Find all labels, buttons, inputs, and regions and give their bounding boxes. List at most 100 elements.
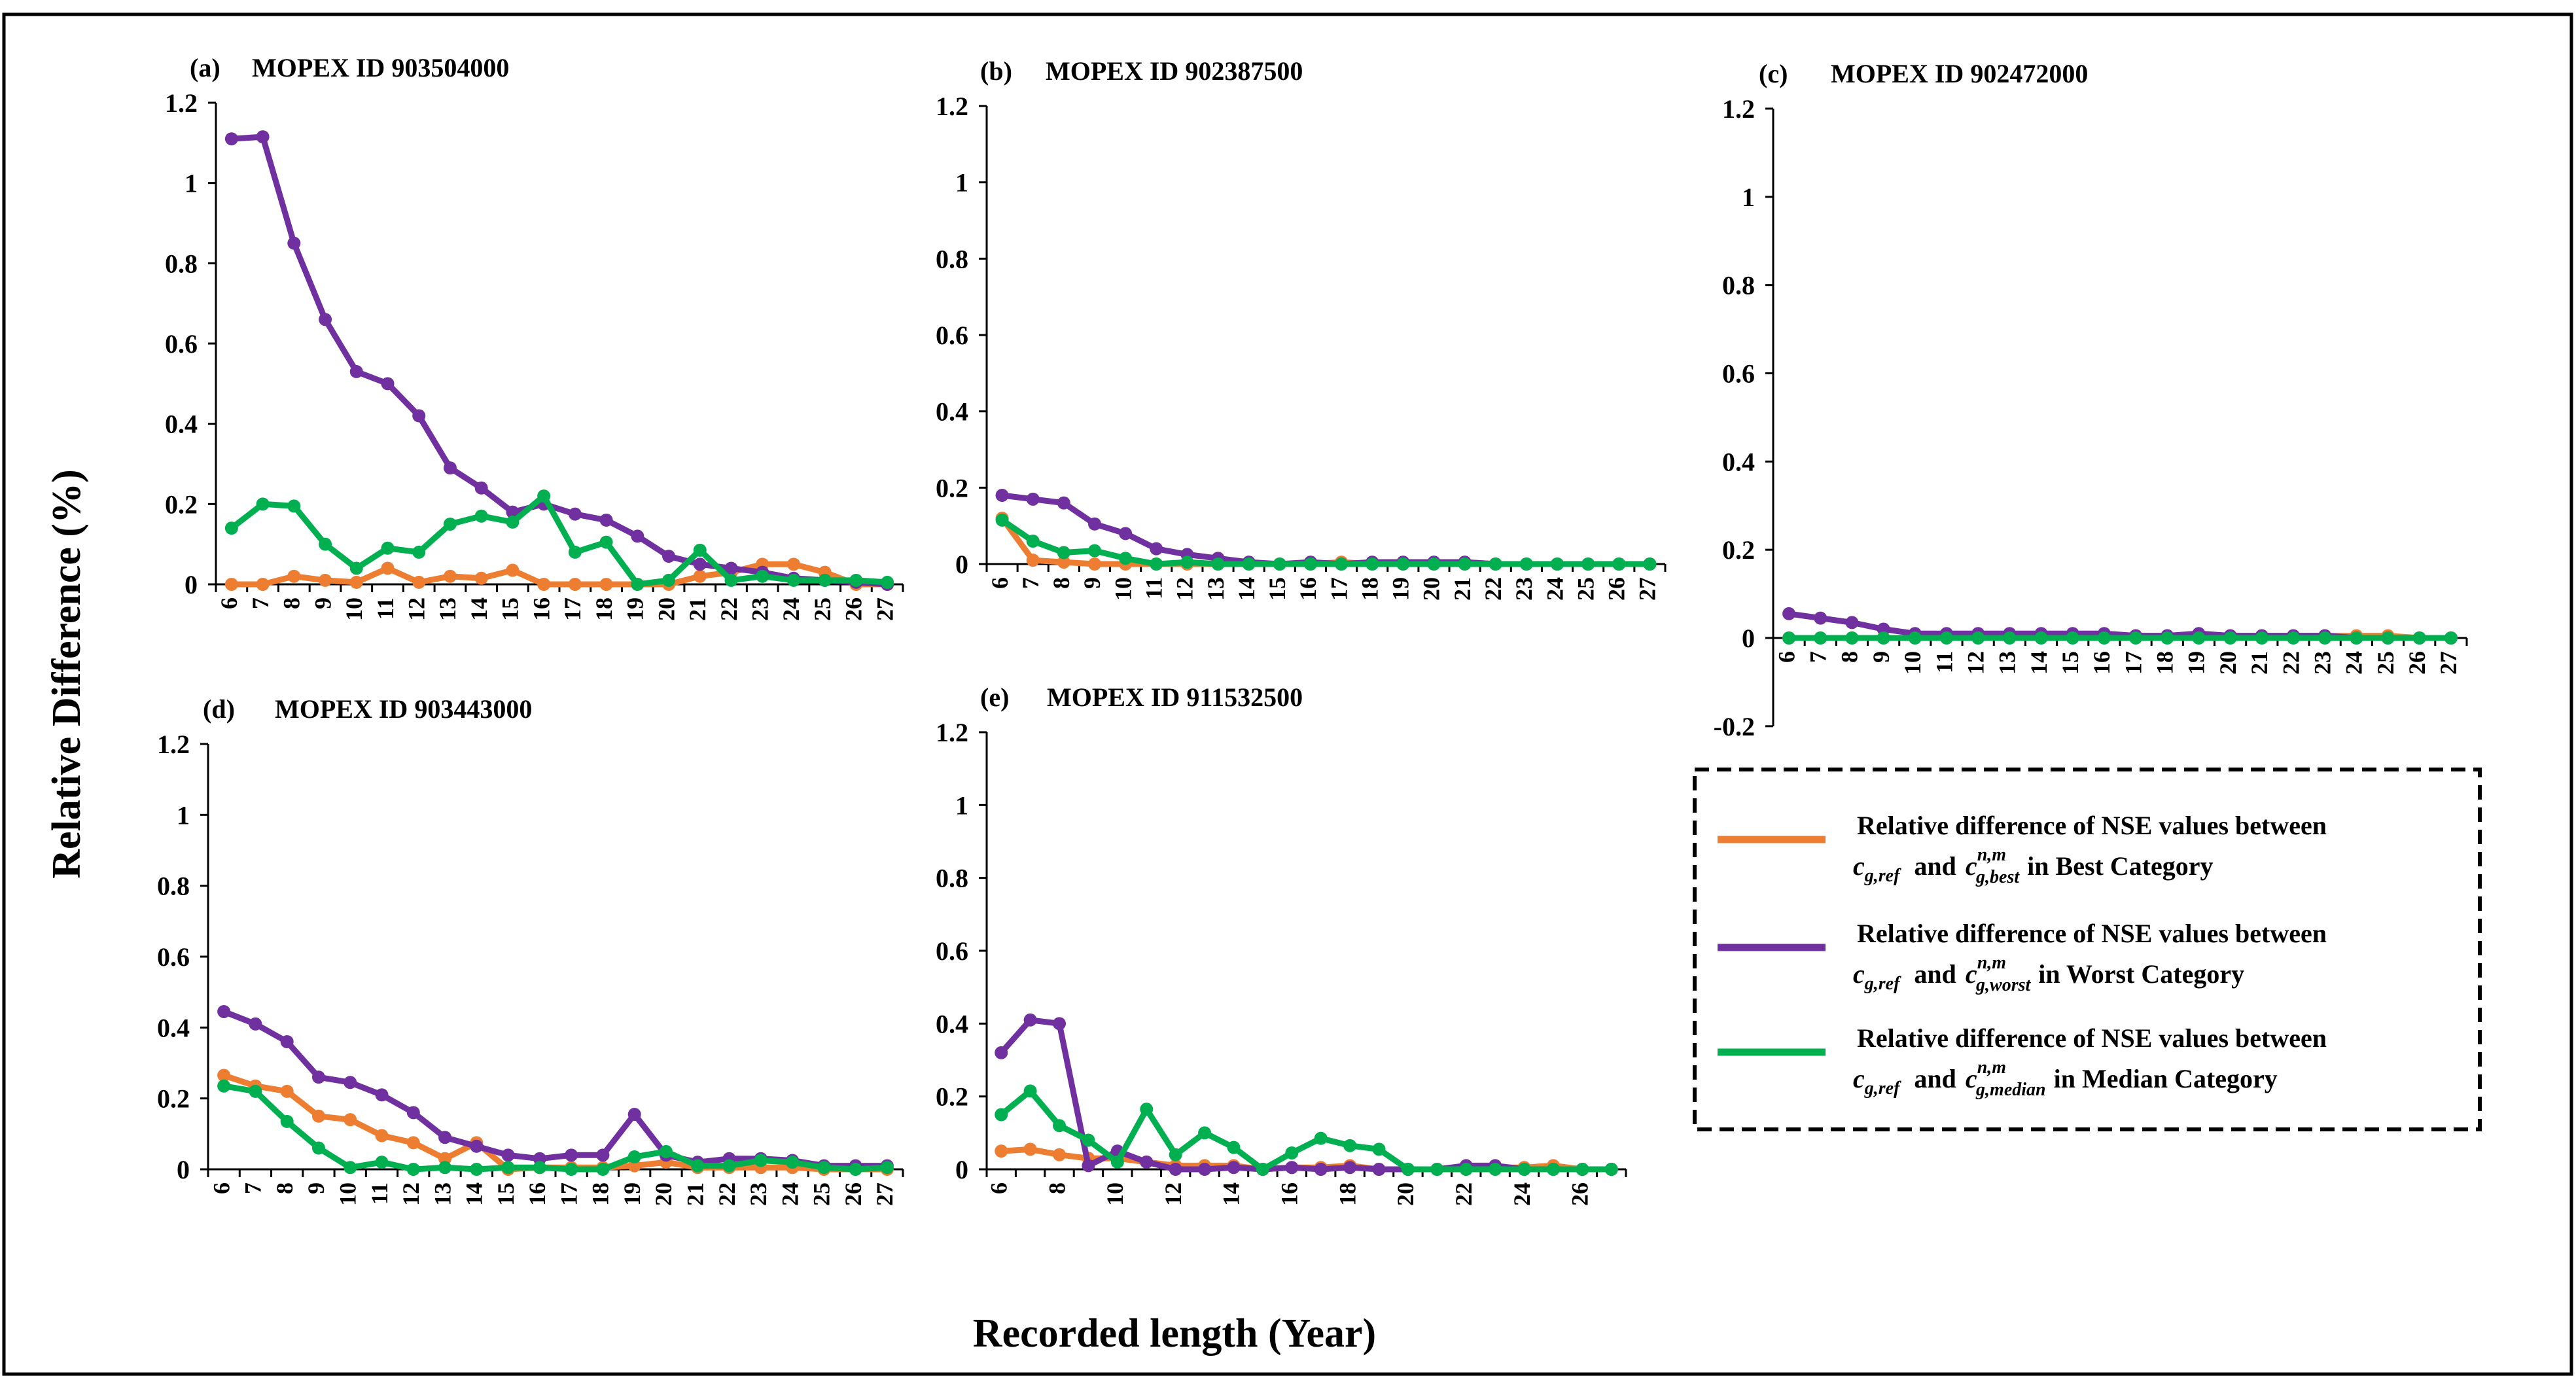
legend-and: and — [1914, 1064, 1956, 1093]
legend-cmp-symbol: c — [1966, 959, 1977, 989]
x-tick-label: 13 — [1994, 651, 2020, 675]
data-point-median — [1242, 557, 1256, 571]
x-tick-label: 18 — [1356, 577, 1383, 601]
data-point-best — [217, 1069, 231, 1082]
y-tick-label: 1 — [955, 790, 968, 820]
legend-cmp-subscript: g,median — [1975, 1080, 2046, 1100]
x-tick-label: 27 — [872, 1182, 898, 1206]
data-point-best — [381, 561, 395, 575]
data-point-worst — [1150, 542, 1163, 556]
data-point-median — [995, 1108, 1008, 1122]
x-tick-label: 12 — [1160, 1182, 1186, 1206]
panel-label: (a) — [190, 53, 221, 82]
data-point-worst — [375, 1088, 389, 1102]
x-tick-label: 26 — [840, 1182, 866, 1206]
data-point-median — [1285, 1146, 1299, 1159]
data-point-worst — [1372, 1163, 1386, 1176]
data-point-median — [1169, 1148, 1182, 1161]
x-tick-label: 6 — [987, 577, 1013, 589]
x-tick-label: 10 — [1102, 1182, 1128, 1206]
y-tick-label: 1.2 — [157, 730, 190, 759]
data-point-median — [849, 1163, 862, 1176]
x-tick-label: 23 — [745, 1182, 771, 1206]
x-tick-label: 21 — [684, 597, 711, 621]
y-tick-label: 0.4 — [157, 1013, 190, 1042]
series-line-median — [223, 1083, 888, 1173]
data-point-best — [474, 571, 488, 585]
data-point-median — [1110, 1155, 1124, 1169]
y-tick-label: 1.2 — [165, 88, 198, 118]
data-point-median — [786, 573, 800, 587]
x-tick-label: 25 — [1572, 577, 1598, 601]
x-tick-label: 24 — [1542, 577, 1568, 601]
data-point-median — [693, 543, 707, 557]
data-point-best — [224, 578, 238, 591]
x-tick-label: 26 — [2404, 651, 2430, 675]
y-tick-label: 0.6 — [1722, 359, 1755, 389]
x-tick-label: 14 — [1233, 577, 1260, 601]
x-tick-label: 17 — [556, 1182, 582, 1206]
x-tick-label: 10 — [1110, 577, 1136, 601]
y-tick-label: 0.8 — [165, 249, 198, 278]
y-tick-label: 0.4 — [936, 1009, 968, 1038]
x-tick-label: 21 — [682, 1182, 708, 1206]
series-line-median — [230, 493, 888, 588]
data-point-best — [375, 1129, 389, 1142]
data-point-median — [2129, 631, 2143, 645]
x-tick-label: 23 — [2309, 651, 2335, 675]
data-point-median — [599, 535, 613, 549]
data-point-median — [1023, 1084, 1037, 1098]
data-point-median — [2003, 631, 2017, 645]
chart-panel-4: (d) MOPEX ID 903443000 0 0.2 0.4 0.6 0.8 1 1.2 6 7… — [157, 694, 904, 1206]
data-point-worst — [381, 377, 395, 391]
y-tick-label: 0 — [185, 570, 198, 599]
legend-ref-subscript: g,ref — [1864, 1078, 1901, 1099]
data-point-median — [2066, 631, 2079, 645]
y-tick-label: 1 — [185, 169, 198, 198]
data-point-worst — [311, 1070, 325, 1084]
data-point-worst — [280, 1035, 294, 1048]
x-tick-label: 9 — [1868, 651, 1894, 663]
data-point-median — [2161, 631, 2174, 645]
x-tick-label: 7 — [240, 1182, 266, 1194]
data-point-median — [1604, 1163, 1618, 1176]
series-line-best — [231, 561, 888, 588]
data-point-median — [627, 1150, 641, 1164]
y-tick-label: 0.4 — [165, 410, 198, 439]
data-point-median — [2255, 631, 2268, 645]
data-point-worst — [1169, 1163, 1182, 1176]
x-tick-label: 12 — [403, 597, 429, 621]
x-tick-label: 11 — [366, 1182, 393, 1205]
x-tick-label: 6 — [1773, 651, 1799, 663]
data-point-best — [256, 578, 270, 591]
y-tick-label: 0.8 — [1722, 271, 1755, 300]
x-tick-label: 19 — [619, 1182, 645, 1206]
y-tick-label: 0.6 — [936, 936, 968, 966]
data-point-worst — [406, 1106, 420, 1120]
data-point-median — [533, 1161, 546, 1175]
x-tick-label: 19 — [1388, 577, 1414, 601]
x-tick-label: 8 — [1044, 1182, 1070, 1194]
y-tick-label: 0.6 — [165, 329, 198, 359]
data-point-median — [474, 509, 488, 523]
data-point-worst — [1140, 1155, 1154, 1169]
legend-and: and — [1914, 959, 1956, 989]
y-tick-label: 0.2 — [936, 1082, 968, 1112]
data-point-worst — [627, 1108, 641, 1122]
data-point-worst — [995, 1046, 1008, 1059]
data-point-median — [568, 545, 582, 559]
data-point-median — [1519, 557, 1533, 571]
y-tick-label: 0 — [955, 1155, 968, 1184]
x-tick-label: 8 — [272, 1182, 298, 1194]
x-tick-label: 16 — [528, 597, 554, 621]
data-point-median — [1643, 557, 1657, 571]
x-tick-label: 12 — [1962, 651, 1988, 675]
data-point-median — [881, 575, 894, 589]
x-tick-label: 10 — [1899, 651, 1926, 675]
data-point-median — [596, 1163, 610, 1176]
data-point-median — [1119, 552, 1133, 565]
legend-ref-symbol: c — [1853, 851, 1865, 881]
data-point-median — [1430, 1163, 1444, 1176]
data-point-median — [381, 541, 395, 555]
data-point-median — [311, 1141, 325, 1155]
